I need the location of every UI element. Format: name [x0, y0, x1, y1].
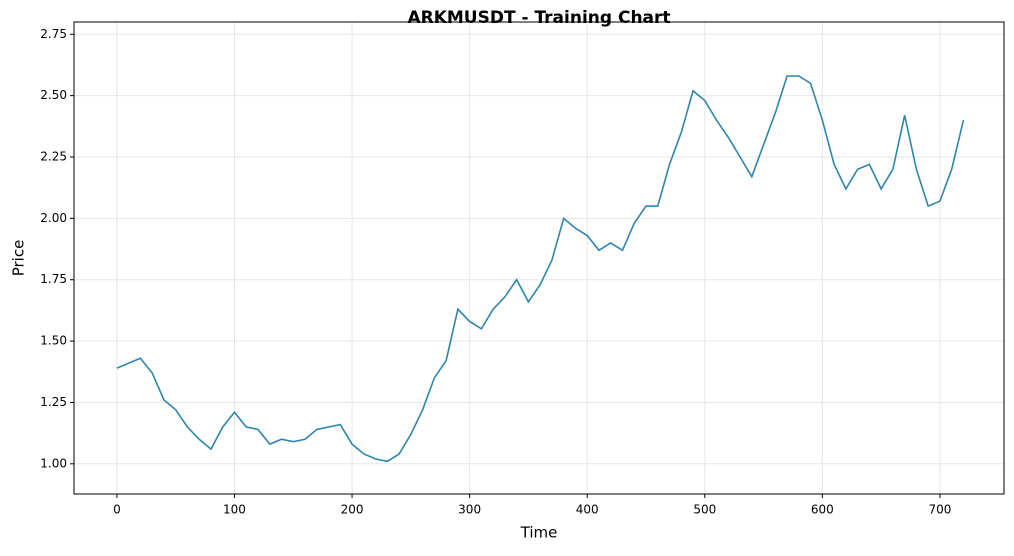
line — [116, 75, 965, 463]
x-tick-label: 700 — [928, 503, 951, 517]
x-tick-label: 400 — [576, 503, 599, 517]
x-tick-label: 600 — [811, 503, 834, 517]
y-tick-label: 2.00 — [40, 211, 67, 225]
y-tick-label: 2.50 — [40, 88, 67, 102]
plot-frame — [73, 21, 1005, 495]
x-tick-label: 200 — [341, 503, 364, 517]
y-tick-label: 1.25 — [40, 395, 67, 409]
x-tick-label: 500 — [693, 503, 716, 517]
y-tick-label: 1.75 — [40, 272, 67, 286]
y-tick-label: 2.25 — [40, 149, 67, 163]
x-tick-label: 0 — [113, 503, 121, 517]
x-tick-label: 100 — [223, 503, 246, 517]
x-axis-label: Time — [520, 524, 558, 542]
x-tick-label: 300 — [458, 503, 481, 517]
y-tick-label: 1.00 — [40, 456, 67, 470]
y-tick-label: 1.50 — [40, 334, 67, 348]
y-tick-label: 2.75 — [40, 27, 67, 41]
chart-title: ARKMUSDT - Training Chart — [407, 8, 670, 28]
y-axis-label: Price — [10, 240, 28, 277]
